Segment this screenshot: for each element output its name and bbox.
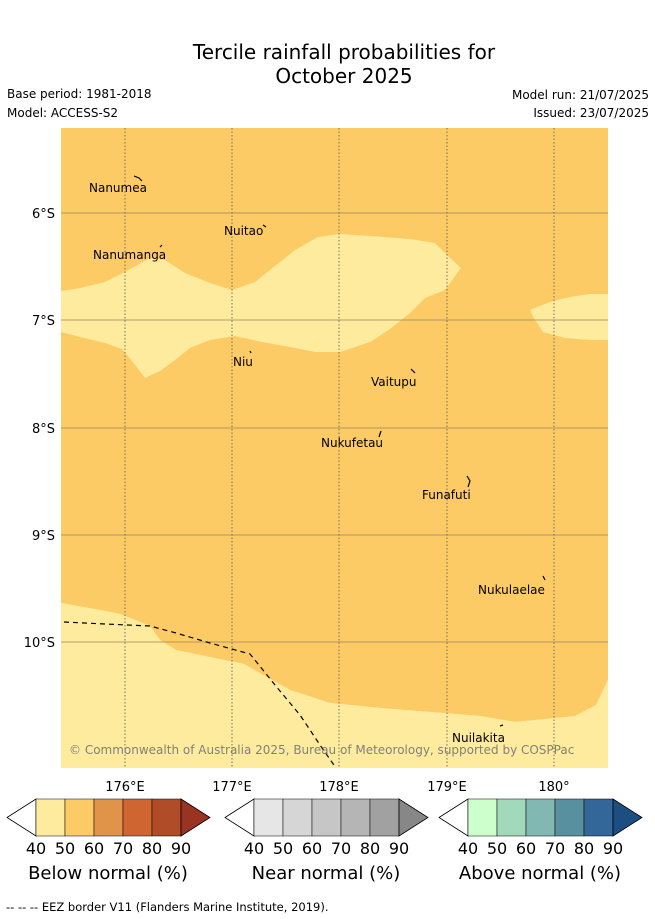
island-shape-niu (249, 350, 252, 354)
longitude-axis: 176°E 177°E 178°E 179°E 180° (105, 780, 569, 795)
island-shape-nukufetau (378, 430, 382, 438)
colorbar-below-segment (151, 798, 182, 837)
base-period: Base period: 1981-2018 (7, 87, 152, 101)
lon-label-177e: 177°E (212, 780, 252, 795)
colorbar-label-above: Above normal (%) (458, 863, 622, 884)
colorbar-above-min-extend (438, 798, 469, 837)
colorbar-near-max-extend (398, 798, 429, 837)
colorbar-below-segment (122, 798, 153, 837)
longitude-gridlines (124, 128, 555, 768)
title-line-2: October 2025 (275, 64, 413, 88)
colorbar-above-segment (496, 798, 527, 837)
colorbar-above-tick: 50 (487, 839, 507, 858)
colorbar-near-min-extend (224, 798, 255, 837)
island-shape-nuitao (262, 224, 267, 228)
lon-label-178e: 178°E (319, 780, 359, 795)
island-shape-nuilakita (499, 724, 504, 727)
colorbar-near-tick: 60 (302, 839, 322, 858)
latitude-axis: 6°S 7°S 8°S 9°S 10°S (24, 207, 55, 651)
lat-label-7s: 7°S (32, 314, 55, 329)
lon-label-176e: 176°E (105, 780, 145, 795)
island-shape-nanumea (133, 175, 143, 182)
colorbar-below-segment (93, 798, 124, 837)
below-normal-50-60-region (61, 128, 608, 722)
colorbar-below-tick: 60 (84, 839, 104, 858)
island-label-niu: Niu (233, 355, 253, 369)
island-label-nanumea: Nanumea (89, 181, 147, 195)
colorbar-below-tick: 70 (113, 839, 133, 858)
model-name: Model: ACCESS-S2 (7, 106, 119, 120)
island-shape-funafuti (466, 475, 471, 488)
colorbar-above-tick: 60 (516, 839, 536, 858)
colorbar-label-below: Below normal (%) (28, 863, 188, 884)
colorbar-near-tick: 90 (389, 839, 409, 858)
colorbar-above-segment (554, 798, 585, 837)
model-run: Model run: 21/07/2025 (511, 88, 649, 102)
below-normal-40-50-band (61, 234, 461, 378)
lat-label-10s: 10°S (24, 636, 55, 651)
copyright-text: © Commonwealth of Australia 2025, Bureau… (69, 743, 574, 757)
colorbar-near-tick: 80 (360, 839, 380, 858)
colorbar-above-segment (525, 798, 556, 837)
colorbar-near-segment (253, 798, 284, 837)
lat-label-6s: 6°S (32, 207, 55, 222)
colorbar-above-tick: 70 (545, 839, 565, 858)
colorbar-near-segment (311, 798, 342, 837)
colorbar-above-tick: 40 (458, 839, 478, 858)
island-label-nanumanga: Nanumanga (93, 248, 166, 262)
island-label-nuilakita: Nuilakita (452, 731, 505, 745)
colorbar-below-tick: 90 (171, 839, 191, 858)
eez-border (63, 621, 337, 769)
lon-label-179e: 179°E (427, 780, 467, 795)
colorbar-above-tick: 80 (574, 839, 594, 858)
lon-label-180: 180° (538, 780, 569, 795)
colorbar-group: 40 50 60 70 80 90 40 50 60 70 80 90 40 50 60 70 80 90 (6, 798, 643, 858)
colorbar-above-max-extend (612, 798, 643, 837)
page-title: Tercile rainfall probabilities for Octob… (0, 40, 655, 88)
colorbar-near-segment (369, 798, 400, 837)
island-shapes (133, 175, 546, 727)
colorbar-below-tick: 40 (26, 839, 46, 858)
colorbar-above-segment (467, 798, 498, 837)
island-shape-nukulaelae (542, 575, 546, 581)
title-line-1: Tercile rainfall probabilities for (192, 40, 496, 64)
colorbar-below-segment (35, 798, 66, 837)
lat-label-9s: 9°S (32, 529, 55, 544)
island-label-funafuti: Funafuti (422, 488, 471, 502)
colorbar-below-tick: 50 (55, 839, 75, 858)
colorbar-near-segment (340, 798, 371, 837)
colorbar-near-segment (282, 798, 313, 837)
island-label-vaitupu: Vaitupu (371, 375, 417, 389)
colorbar-above-segment (583, 798, 614, 837)
island-label-nukulaelae: Nukulaelae (478, 583, 545, 597)
island-shape-nanumanga (159, 244, 163, 248)
map-panel: Nanumea Nuitao Nanumanga Niu Vaitupu Nuk… (61, 128, 608, 769)
colorbar-below-tick: 80 (142, 839, 162, 858)
colorbar-below-segment (64, 798, 95, 837)
eez-legend-note: -- -- -- EEZ border V11 (Flanders Marine… (6, 900, 329, 914)
colorbar-below-min-extend (6, 798, 37, 837)
colorbar-near-tick: 70 (331, 839, 351, 858)
below-normal-40-50-south-region (61, 603, 608, 768)
latitude-gridlines (61, 212, 608, 643)
island-label-nukufetau: Nukufetau (321, 436, 383, 450)
colorbar-near-tick: 50 (273, 839, 293, 858)
colorbar-label-near: Near normal (%) (251, 863, 401, 884)
lat-label-8s: 8°S (32, 422, 55, 437)
island-shape-vaitupu (410, 368, 416, 374)
island-label-nuitao: Nuitao (224, 224, 263, 238)
colorbar-above-tick: 90 (603, 839, 623, 858)
island-labels: Nanumea Nuitao Nanumanga Niu Vaitupu Nuk… (89, 181, 545, 745)
issued-date: Issued: 23/07/2025 (533, 106, 649, 120)
below-normal-40-50-east-patch (530, 294, 608, 340)
colorbar-near-tick: 40 (244, 839, 264, 858)
colorbar-below-max-extend (180, 798, 211, 837)
